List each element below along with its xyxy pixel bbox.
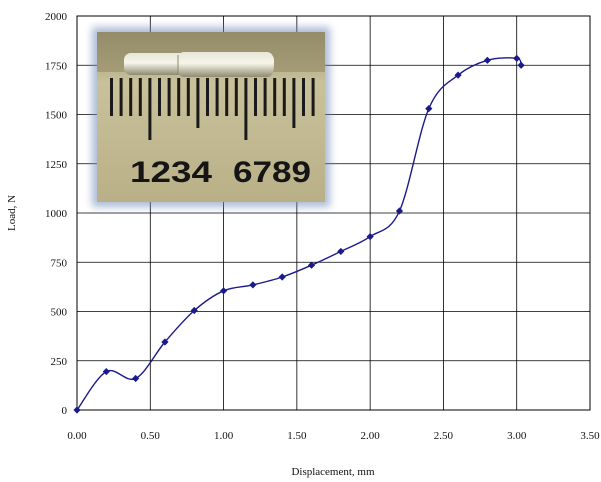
x-tick-label: 3.50 <box>580 430 600 442</box>
data-point <box>73 406 81 414</box>
ruler-tick <box>263 78 267 116</box>
ruler-tick <box>119 78 123 116</box>
data-point <box>454 71 462 79</box>
y-axis-label: Load, N <box>6 195 18 231</box>
ruler-tick <box>148 78 152 140</box>
y-tick-label: 1500 <box>45 110 68 122</box>
ruler-tick <box>215 78 219 116</box>
ruler-tick <box>254 78 257 116</box>
data-point <box>190 306 198 315</box>
ruler-label-right: 6789 <box>233 156 311 189</box>
ruler-tick <box>302 78 305 116</box>
data-point <box>425 104 433 113</box>
x-tick-label: 0.00 <box>67 430 87 442</box>
ruler-tick <box>225 78 229 116</box>
x-tick-label: 3.00 <box>507 430 527 442</box>
y-tick-label: 1750 <box>45 60 68 72</box>
ruler-tick <box>282 78 286 116</box>
ruler-ticks <box>110 78 315 140</box>
data-point <box>102 367 110 376</box>
y-tick-label: 0 <box>62 405 68 417</box>
y-tick-label: 1250 <box>45 159 68 171</box>
inset-photo: 1234 6789 <box>92 27 330 207</box>
x-tick-label: 0.50 <box>141 430 161 442</box>
y-tick-label: 500 <box>51 307 68 319</box>
data-point <box>132 374 140 383</box>
specimen-pin-icon <box>124 52 274 77</box>
ruler-label-left: 1234 <box>130 156 212 189</box>
y-tick-label: 750 <box>51 257 68 269</box>
data-point <box>517 61 525 69</box>
data-point <box>307 261 316 269</box>
y-tick-label: 250 <box>51 356 68 368</box>
data-point <box>337 247 345 256</box>
x-tick-label: 2.00 <box>361 430 381 442</box>
x-tick-label: 1.00 <box>214 430 234 442</box>
x-tick-label: 1.50 <box>287 430 307 442</box>
ruler-tick <box>177 78 181 116</box>
data-point <box>395 207 404 215</box>
ruler-tick <box>196 78 200 128</box>
data-series <box>73 54 525 414</box>
ruler-tick <box>311 78 315 116</box>
ruler-tick <box>158 78 161 116</box>
ruler-tick <box>167 78 171 116</box>
data-point <box>483 56 491 64</box>
ruler-tick <box>273 78 277 116</box>
series-markers <box>73 54 525 414</box>
y-axis-ticks: 0 250 500 750 1000 1250 1500 1750 2000 <box>45 11 68 417</box>
data-point <box>366 233 374 241</box>
ruler-tick <box>206 78 209 116</box>
y-tick-label: 2000 <box>45 11 68 23</box>
ruler-tick <box>234 78 238 116</box>
ruler-tick <box>110 78 113 116</box>
ruler-tick <box>138 78 142 116</box>
ruler-tick <box>244 78 248 140</box>
data-point <box>278 273 286 281</box>
ruler-tick <box>186 78 190 116</box>
ruler-tick <box>292 78 296 128</box>
x-tick-label: 2.50 <box>434 430 454 442</box>
y-tick-label: 1000 <box>45 208 68 220</box>
data-point <box>161 338 169 346</box>
data-point <box>249 281 257 289</box>
data-point <box>219 287 228 295</box>
x-axis-label: Displacement, mm <box>291 466 375 478</box>
ruler-tick <box>129 78 133 116</box>
x-axis-ticks: 0.00 0.50 1.00 1.50 2.00 2.50 3.00 3.50 <box>67 430 600 442</box>
data-point <box>513 54 521 62</box>
